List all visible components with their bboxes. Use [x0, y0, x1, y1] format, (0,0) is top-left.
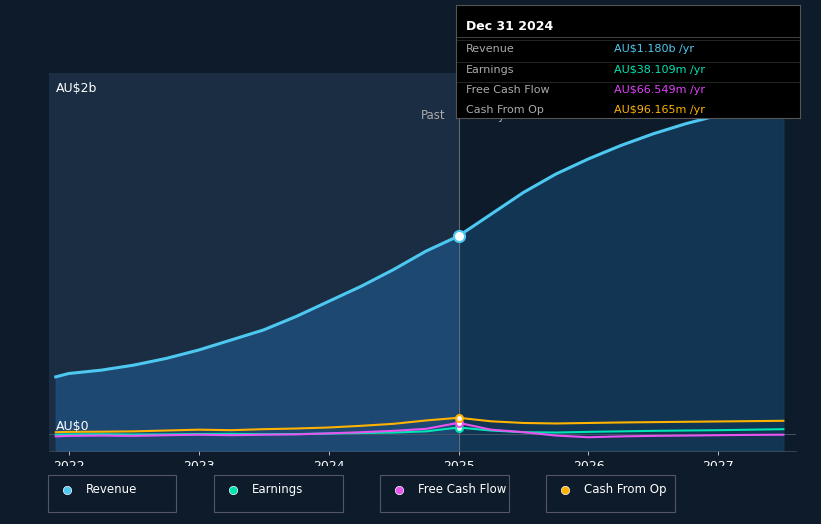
- Text: Earnings: Earnings: [466, 65, 515, 75]
- Text: Past: Past: [421, 110, 446, 123]
- Text: AU$66.549m /yr: AU$66.549m /yr: [614, 85, 705, 95]
- Text: Revenue: Revenue: [85, 484, 137, 496]
- Text: Cash From Op: Cash From Op: [585, 484, 667, 496]
- Text: Dec 31 2024: Dec 31 2024: [466, 20, 553, 33]
- Text: AU$2b: AU$2b: [56, 82, 97, 95]
- Text: AU$38.109m /yr: AU$38.109m /yr: [614, 65, 705, 75]
- Bar: [49, 73, 459, 451]
- Text: Free Cash Flow: Free Cash Flow: [418, 484, 507, 496]
- Text: Earnings: Earnings: [252, 484, 303, 496]
- Text: Analysts Forecasts: Analysts Forecasts: [471, 110, 581, 123]
- Text: Revenue: Revenue: [466, 43, 515, 53]
- Text: Free Cash Flow: Free Cash Flow: [466, 85, 549, 95]
- Text: AU$1.180b /yr: AU$1.180b /yr: [614, 43, 695, 53]
- FancyBboxPatch shape: [214, 475, 342, 512]
- FancyBboxPatch shape: [48, 475, 177, 512]
- Bar: [459, 73, 796, 451]
- FancyBboxPatch shape: [380, 475, 509, 512]
- Text: Cash From Op: Cash From Op: [466, 104, 544, 115]
- FancyBboxPatch shape: [547, 475, 675, 512]
- Text: AU$96.165m /yr: AU$96.165m /yr: [614, 104, 705, 115]
- Text: AU$0: AU$0: [56, 420, 89, 433]
